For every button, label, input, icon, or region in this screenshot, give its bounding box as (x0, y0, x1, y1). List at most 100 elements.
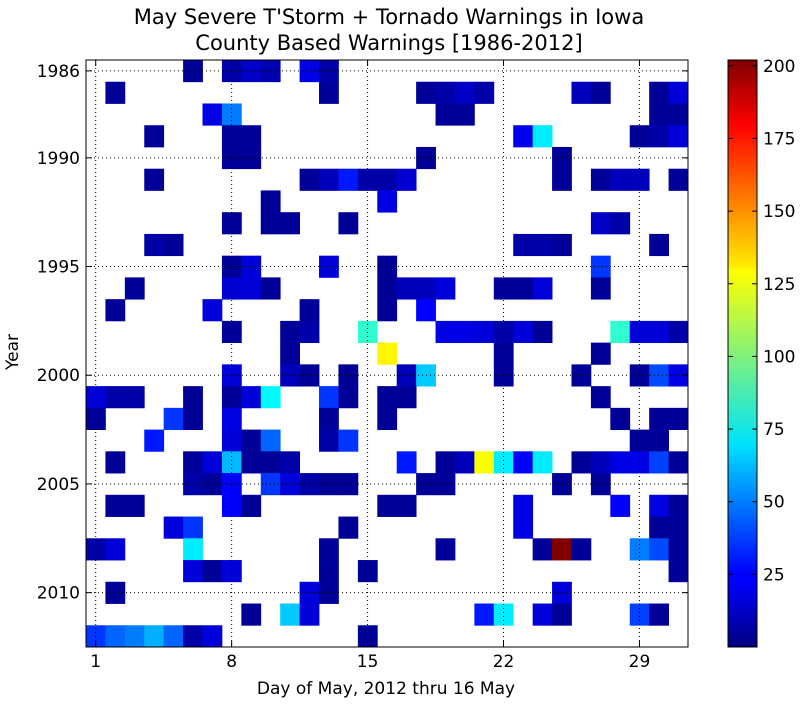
heatmap-cell (163, 407, 184, 430)
heatmap-cell (590, 473, 611, 496)
heatmap-cell (396, 451, 417, 474)
heatmap-cell (590, 81, 611, 104)
heatmap-cell (377, 277, 398, 300)
heatmap-cell (532, 320, 553, 344)
heatmap-cell (183, 538, 203, 561)
heatmap-cell (183, 473, 203, 496)
heatmap-cell (338, 386, 359, 409)
heatmap-cell (396, 386, 417, 409)
heatmap-cell (435, 320, 456, 344)
heatmap-cell (202, 451, 223, 474)
heatmap-cell (668, 168, 689, 191)
heatmap-cell (241, 429, 262, 452)
heatmap-cell (377, 168, 398, 191)
heatmap-cell (163, 516, 184, 539)
heatmap-cell (319, 407, 339, 430)
heatmap-cell (396, 494, 417, 517)
heatmap-cell (260, 277, 281, 300)
heatmap-cells (86, 60, 689, 648)
y-tick-label: 1986 (37, 62, 80, 82)
heatmap-cell (105, 386, 126, 409)
heatmap-cell (202, 625, 223, 648)
heatmap-cell (668, 451, 689, 474)
heatmap-cell (319, 255, 339, 278)
heatmap-cell (221, 494, 242, 517)
heatmap-cell (571, 364, 592, 387)
heatmap-cell (144, 625, 165, 648)
heatmap-cell (241, 451, 262, 474)
heatmap-cell (668, 516, 689, 539)
heatmap-cell (144, 429, 165, 452)
heatmap-cell (357, 168, 378, 191)
heatmap-cell (513, 320, 534, 344)
heatmap-cell (221, 407, 242, 430)
heatmap-cell (532, 451, 553, 474)
heatmap-cell (124, 277, 145, 300)
heatmap-cell (649, 429, 669, 452)
y-tick-label: 2010 (37, 584, 80, 604)
heatmap-cell (513, 233, 534, 257)
heatmap-cell (454, 451, 475, 474)
heatmap-cell (241, 125, 262, 148)
heatmap-cell (552, 603, 572, 626)
heatmap-cell (241, 60, 262, 83)
heatmap-cell (183, 407, 203, 430)
colorbar-tick-label: 150 (763, 202, 795, 222)
heatmap-cell (86, 407, 106, 430)
heatmap-cell (396, 277, 417, 300)
heatmap-cell (513, 277, 534, 300)
heatmap-cell (183, 516, 203, 539)
heatmap-cell (668, 407, 689, 430)
heatmap-cell (105, 451, 126, 474)
heatmap-cell (144, 168, 165, 191)
colorbar (727, 59, 758, 648)
heatmap-cell (629, 451, 650, 474)
heatmap-cell (474, 320, 495, 344)
heatmap-cell (221, 60, 242, 83)
heatmap-cell (124, 386, 145, 409)
heatmap-cell (610, 451, 631, 474)
heatmap-cell (280, 342, 301, 365)
plot-frame (85, 59, 689, 648)
heatmap-cell (668, 125, 689, 148)
heatmap-cell (552, 473, 572, 496)
heatmap-cell (299, 581, 320, 604)
heatmap-cell (396, 168, 417, 191)
heatmap-cell (260, 190, 281, 213)
heatmap-cell (202, 473, 223, 496)
heatmap-cell (241, 386, 262, 409)
heatmap-cell (319, 538, 339, 561)
heatmap-cell (299, 603, 320, 626)
heatmap-cell (377, 342, 398, 365)
heatmap-cell (260, 429, 281, 452)
chart-subtitle: County Based Warnings [1986-2012] (195, 31, 582, 55)
heatmap-cell (183, 625, 203, 648)
heatmap-cell (124, 625, 145, 648)
y-tick-label: 1990 (37, 149, 80, 169)
heatmap-cell (124, 494, 145, 517)
heatmap-cell (629, 603, 650, 626)
x-tick-label: 8 (226, 652, 237, 672)
heatmap-cell (202, 299, 223, 322)
heatmap-cell (319, 81, 339, 104)
heatmap-cell (221, 386, 242, 409)
heatmap-cell (105, 494, 126, 517)
heatmap-cell (590, 342, 611, 365)
grid-lines (86, 60, 688, 647)
heatmap-cell (649, 603, 669, 626)
heatmap-cell (241, 255, 262, 278)
heatmap-cell (590, 255, 611, 278)
heatmap-cell (649, 81, 669, 104)
heatmap-cell (319, 168, 339, 191)
heatmap-cell (338, 212, 359, 235)
heatmap-cell (629, 320, 650, 344)
heatmap-cell (221, 255, 242, 278)
heatmap-cell (299, 320, 320, 344)
colorbar-tick-label: 125 (763, 275, 795, 295)
x-tick-label: 22 (493, 652, 515, 672)
heatmap-cell (474, 451, 495, 474)
y-tick-label: 2005 (37, 475, 80, 495)
y-tick-label: 1995 (37, 258, 80, 278)
